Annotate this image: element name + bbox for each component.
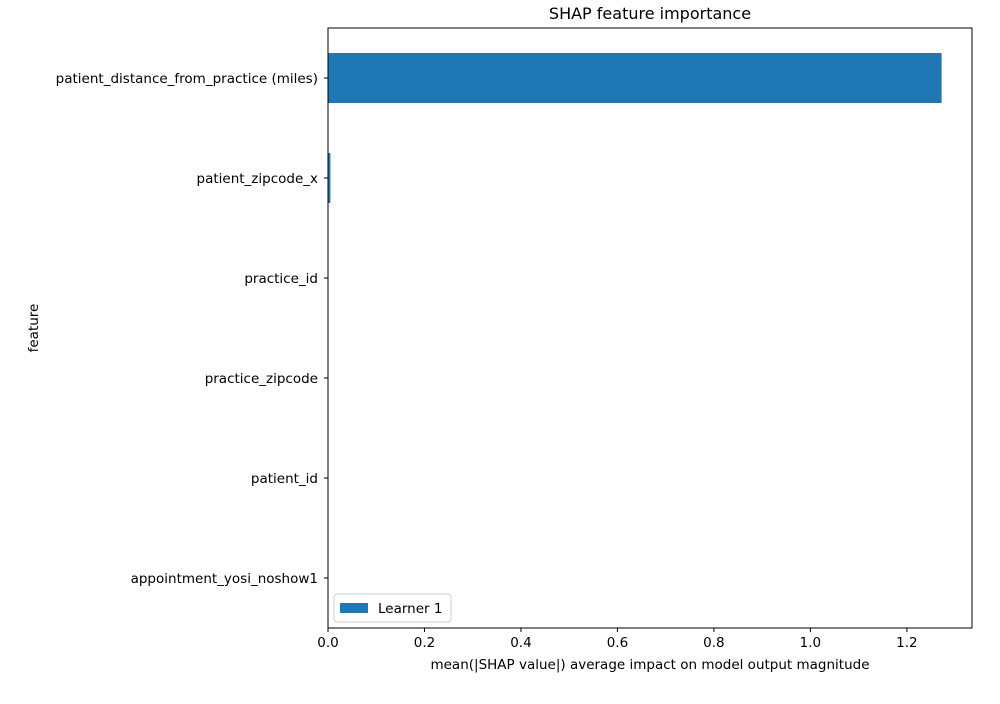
chart-title: SHAP feature importance <box>549 4 751 23</box>
y-ticks-layer: patient_distance_from_practice (miles) pa… <box>56 71 328 587</box>
y-tick-label: practice_id <box>244 271 318 287</box>
y-tick-label: patient_distance_from_practice (miles) <box>56 71 318 87</box>
x-tick-label: 1.0 <box>800 635 821 651</box>
y-tick-label: patient_id <box>251 471 318 487</box>
x-tick-label: 0.0 <box>317 635 338 651</box>
y-axis-label: feature <box>26 304 42 353</box>
x-tick-label: 1.2 <box>896 635 917 651</box>
x-tick-label: 0.6 <box>607 635 628 651</box>
x-tick-label: 0.2 <box>414 635 435 651</box>
legend-label-learner-1: Learner 1 <box>378 601 442 617</box>
legend-frame <box>333 593 452 623</box>
legend: Learner 1 <box>333 593 452 623</box>
y-tick-label: patient_zipcode_x <box>197 171 319 187</box>
plot-frame <box>327 27 973 629</box>
bar-patient-zipcode-x <box>328 153 331 203</box>
y-tick-label: appointment_yosi_noshow1 <box>131 571 318 587</box>
bars-layer <box>328 53 942 203</box>
y-tick-label: practice_zipcode <box>205 371 318 387</box>
legend-swatch-learner-1 <box>340 603 368 613</box>
x-tick-label: 0.4 <box>510 635 531 651</box>
x-ticks-layer: 0.0 0.2 0.4 0.6 0.8 1.0 1.2 <box>317 628 918 651</box>
bar-patient-distance-from-practice-miles <box>328 53 942 103</box>
x-axis-label: mean(|SHAP value|) average impact on mod… <box>430 657 869 673</box>
x-tick-label: 0.8 <box>703 635 724 651</box>
